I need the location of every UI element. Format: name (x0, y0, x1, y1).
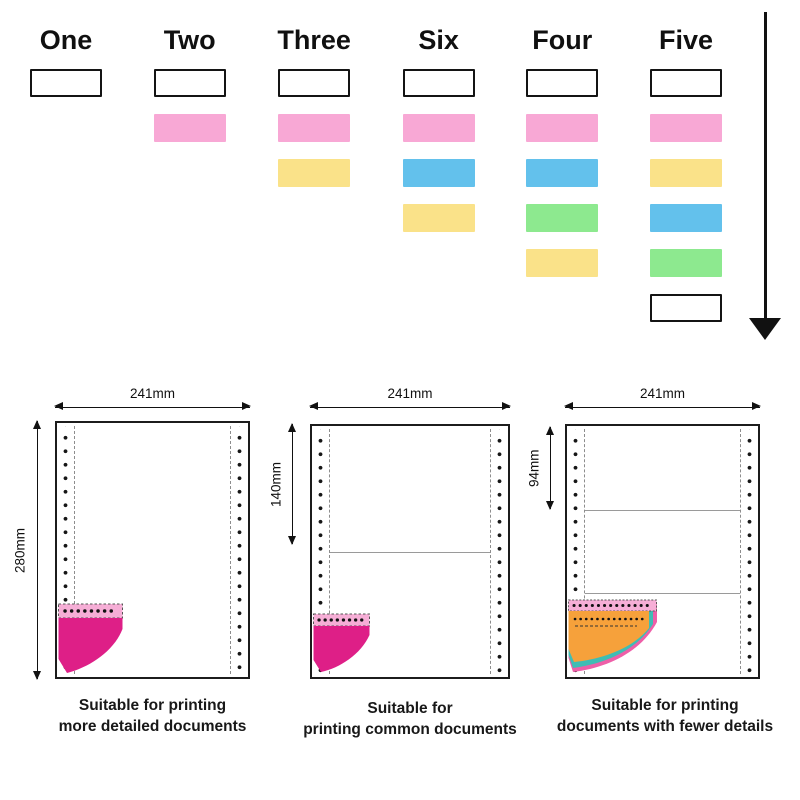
caption-line: more detailed documents (58, 717, 247, 735)
ply-column-four: Four (526, 22, 599, 294)
ply-sheet-pink (153, 114, 226, 142)
width-dimension-label: 241mm (639, 386, 685, 401)
width-dimension-arrow (564, 402, 761, 411)
ply-sheet-white (649, 294, 722, 322)
height-dimension-label: 94mm (526, 449, 542, 487)
tractor-holes-right (740, 429, 758, 674)
ply-sheet-green (526, 204, 599, 232)
ply-column-three: Three (277, 22, 351, 204)
height-dimension-label: 280mm (12, 527, 28, 573)
ply-sheet-pink (526, 114, 599, 142)
caption-line: documents with fewer details (556, 717, 774, 735)
width-dimension-arrow (309, 402, 511, 411)
ply-sheet-pink (278, 114, 351, 142)
ply-sheet-white (153, 69, 226, 97)
ply-column-six: Six (402, 22, 475, 249)
ply-sheet-white (30, 69, 102, 97)
ply-sheet-yellow (526, 249, 599, 277)
tractor-holes-left (312, 429, 330, 674)
ply-column-five: Five (649, 22, 722, 339)
ply-sheet-pink (649, 114, 722, 142)
tractor-holes-right (230, 426, 248, 674)
ply-column-one: One (30, 22, 102, 114)
ply-sheet-yellow (649, 159, 722, 187)
corner-fold-icon (313, 613, 370, 672)
height-dimension-arrow (32, 420, 41, 680)
caption-line: Suitable for printing (78, 697, 227, 714)
ply-sheet-white (649, 69, 722, 97)
ply-column-label: Six (418, 25, 459, 55)
ply-sheet-white (278, 69, 351, 97)
page-divider (330, 551, 490, 553)
paper-caption: Suitable for printing more detailed docu… (25, 696, 280, 738)
ply-sheet-yellow (278, 159, 351, 187)
height-dimension-arrow (287, 423, 296, 545)
ply-sheet-blue (649, 204, 722, 232)
width-dimension-label: 241mm (387, 386, 433, 401)
width-dimension-arrow (54, 402, 251, 411)
ply-column-two: Two (153, 22, 226, 159)
paper-caption: Suitable for printing documents with few… (535, 696, 795, 738)
paper-caption: Suitable for printing common documents (285, 699, 535, 741)
down-arrow-shaft (763, 12, 767, 318)
paper-sheet-94mm (565, 424, 760, 679)
ply-sheet-blue (526, 159, 599, 187)
ply-diagram: One Two Three Six Four Five (30, 22, 722, 339)
caption-line: Suitable for printing (591, 697, 739, 714)
caption-line: printing common documents (303, 720, 517, 738)
ply-sheet-blue (402, 159, 475, 187)
page-divider (585, 509, 740, 511)
caption-line: Suitable for (367, 700, 453, 717)
ply-column-label: One (39, 25, 93, 55)
corner-fold-multi-icon (568, 599, 657, 672)
down-arrow-icon (749, 12, 781, 340)
width-dimension-label: 241mm (129, 386, 175, 401)
height-dimension-arrow (545, 426, 554, 510)
ply-column-label: Four (532, 25, 593, 55)
height-dimension-label: 140mm (268, 461, 284, 507)
ply-sheet-green (649, 249, 722, 277)
ply-sheet-pink (402, 114, 475, 142)
ply-sheet-white (526, 69, 599, 97)
tractor-holes-right (490, 429, 508, 674)
paper-sheet-140mm (310, 424, 510, 679)
ply-column-label: Two (163, 25, 216, 55)
ply-column-label: Three (277, 25, 351, 55)
page-divider (585, 593, 740, 595)
paper-sheet-280mm (55, 421, 250, 679)
corner-fold-icon (58, 603, 123, 673)
ply-sheet-yellow (402, 204, 475, 232)
ply-sheet-white (402, 69, 475, 97)
ply-column-label: Five (658, 25, 713, 55)
down-arrow-head (749, 318, 781, 340)
